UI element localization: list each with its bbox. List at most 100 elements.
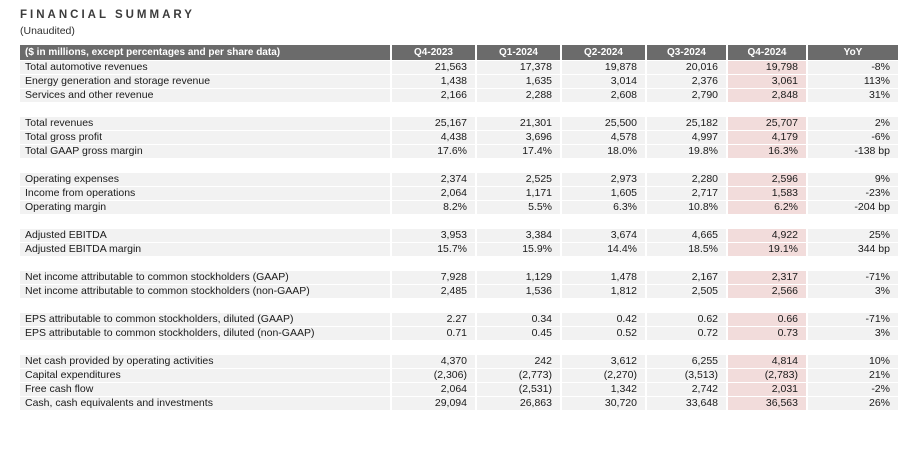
row-label: Capital expenditures xyxy=(20,369,390,382)
spacer-row xyxy=(20,257,898,270)
yoy-value-cell: 344 bp xyxy=(806,243,898,256)
highlight-value-cell: 6.2% xyxy=(726,201,806,214)
column-header-q1-2024: Q1-2024 xyxy=(475,45,560,60)
value-cell: 10.8% xyxy=(645,201,726,214)
value-cell: 2,790 xyxy=(645,89,726,102)
spacer-row xyxy=(20,159,898,172)
spacer-row xyxy=(20,341,898,354)
value-cell: 15.7% xyxy=(390,243,475,256)
value-cell: 25,182 xyxy=(645,117,726,130)
highlight-value-cell: 2,566 xyxy=(726,285,806,298)
row-label: Total revenues xyxy=(20,117,390,130)
row-label: Net cash provided by operating activitie… xyxy=(20,355,390,368)
value-cell: 17,378 xyxy=(475,61,560,74)
highlight-value-cell: 19.1% xyxy=(726,243,806,256)
value-cell: 5.5% xyxy=(475,201,560,214)
yoy-value-cell: -71% xyxy=(806,271,898,284)
value-cell: 2,505 xyxy=(645,285,726,298)
value-cell: 2.27 xyxy=(390,313,475,326)
yoy-value-cell: -204 bp xyxy=(806,201,898,214)
highlight-value-cell: 19,798 xyxy=(726,61,806,74)
table-row: Total automotive revenues 21,563 17,378 19,… xyxy=(20,61,898,74)
yoy-value-cell: -8% xyxy=(806,61,898,74)
highlight-value-cell: 0.73 xyxy=(726,327,806,340)
value-cell: 18.0% xyxy=(560,145,645,158)
row-label: Adjusted EBITDA margin xyxy=(20,243,390,256)
table-row: Net income attributable to common stockh… xyxy=(20,271,898,284)
highlight-value-cell: 0.66 xyxy=(726,313,806,326)
yoy-value-cell: 25% xyxy=(806,229,898,242)
value-cell: 1,536 xyxy=(475,285,560,298)
value-cell: 0.52 xyxy=(560,327,645,340)
spacer-row xyxy=(20,215,898,228)
page-subtitle: (Unaudited) xyxy=(20,25,75,37)
value-cell: 18.5% xyxy=(645,243,726,256)
value-cell: 4,438 xyxy=(390,131,475,144)
value-cell: 25,167 xyxy=(390,117,475,130)
value-cell: 1,812 xyxy=(560,285,645,298)
row-label: Total GAAP gross margin xyxy=(20,145,390,158)
highlight-value-cell: 25,707 xyxy=(726,117,806,130)
column-header-q3-2024: Q3-2024 xyxy=(645,45,726,60)
value-cell: 2,608 xyxy=(560,89,645,102)
value-cell: 3,696 xyxy=(475,131,560,144)
row-label: Income from operations xyxy=(20,187,390,200)
row-label: Energy generation and storage revenue xyxy=(20,75,390,88)
column-header-q2-2024: Q2-2024 xyxy=(560,45,645,60)
highlight-value-cell: 2,596 xyxy=(726,173,806,186)
yoy-value-cell: -23% xyxy=(806,187,898,200)
value-cell: 1,129 xyxy=(475,271,560,284)
table-row: Adjusted EBITDA 3,953 3,384 3,674 4,665 4,922… xyxy=(20,229,898,242)
spacer-row xyxy=(20,103,898,116)
row-label: EPS attributable to common stockholders,… xyxy=(20,313,390,326)
highlight-value-cell: 4,179 xyxy=(726,131,806,144)
highlight-value-cell: 36,563 xyxy=(726,397,806,410)
value-cell: 2,717 xyxy=(645,187,726,200)
highlight-value-cell: 2,848 xyxy=(726,89,806,102)
value-cell: 0.62 xyxy=(645,313,726,326)
yoy-value-cell: 2% xyxy=(806,117,898,130)
column-header-q4-2024: Q4-2024 xyxy=(726,45,806,60)
value-cell: 3,674 xyxy=(560,229,645,242)
table-row: Free cash flow 2,064 (2,531) 1,342 2,742 2,03… xyxy=(20,383,898,396)
table-row: Operating expenses 2,374 2,525 2,973 2,280 2,… xyxy=(20,173,898,186)
highlight-value-cell: 4,814 xyxy=(726,355,806,368)
value-cell: (2,270) xyxy=(560,369,645,382)
table-row: Cash, cash equivalents and investments 29… xyxy=(20,397,898,410)
value-cell: 15.9% xyxy=(475,243,560,256)
yoy-value-cell: 113% xyxy=(806,75,898,88)
value-cell: 30,720 xyxy=(560,397,645,410)
highlight-value-cell: 3,061 xyxy=(726,75,806,88)
row-label: Operating margin xyxy=(20,201,390,214)
value-cell: 3,014 xyxy=(560,75,645,88)
value-cell: 1,342 xyxy=(560,383,645,396)
value-cell: (3,513) xyxy=(645,369,726,382)
yoy-value-cell: -2% xyxy=(806,383,898,396)
value-cell: (2,773) xyxy=(475,369,560,382)
yoy-value-cell: 3% xyxy=(806,327,898,340)
value-cell: 17.4% xyxy=(475,145,560,158)
value-cell: 25,500 xyxy=(560,117,645,130)
financial-summary-table: ($ in millions, except percentages and p… xyxy=(20,45,898,410)
value-cell: 2,525 xyxy=(475,173,560,186)
value-cell: 7,928 xyxy=(390,271,475,284)
row-label: Operating expenses xyxy=(20,173,390,186)
value-cell: 4,578 xyxy=(560,131,645,144)
table-row: Net income attributable to common stockh… xyxy=(20,285,898,298)
value-cell: 14.4% xyxy=(560,243,645,256)
value-cell: 21,563 xyxy=(390,61,475,74)
table-row: Operating margin 8.2% 5.5% 6.3% 10.8% 6.2% -20… xyxy=(20,201,898,214)
row-label: Net income attributable to common stockh… xyxy=(20,271,390,284)
highlight-value-cell: 2,031 xyxy=(726,383,806,396)
table-row: Capital expenditures (2,306) (2,773) (2,270… xyxy=(20,369,898,382)
value-cell: 19.8% xyxy=(645,145,726,158)
highlight-value-cell: 1,583 xyxy=(726,187,806,200)
value-cell: 4,665 xyxy=(645,229,726,242)
table-row: Energy generation and storage revenue 1,4… xyxy=(20,75,898,88)
highlight-value-cell: 4,922 xyxy=(726,229,806,242)
value-cell: 0.71 xyxy=(390,327,475,340)
table-body: Total automotive revenues 21,563 17,378 19,… xyxy=(20,61,898,410)
highlight-value-cell: (2,783) xyxy=(726,369,806,382)
row-label: Free cash flow xyxy=(20,383,390,396)
yoy-value-cell: -6% xyxy=(806,131,898,144)
